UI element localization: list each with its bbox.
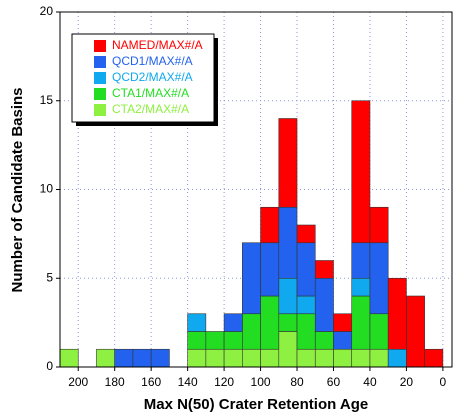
- legend-label: QCD1/MAX#/A: [112, 54, 193, 68]
- legend-label: CTA2/MAX#/A: [112, 102, 189, 116]
- bar-segment: [296, 242, 316, 297]
- bar-segment: [314, 348, 334, 368]
- bar-segment: [369, 206, 389, 244]
- bar-segment: [351, 100, 371, 244]
- bar-segment: [333, 313, 353, 332]
- bar-segment: [187, 348, 207, 368]
- bar-segment: [351, 295, 371, 350]
- legend-swatch: [94, 72, 106, 84]
- legend-label: QCD2/MAX#/A: [112, 70, 193, 84]
- y-tick-label: 20: [40, 4, 54, 18]
- x-tick-label: 200: [68, 375, 88, 389]
- x-tick-label: 20: [400, 375, 414, 389]
- bar-segment: [260, 295, 280, 350]
- bar-segment: [278, 331, 298, 368]
- y-tick-label: 0: [46, 359, 53, 373]
- bar-segment: [278, 206, 298, 279]
- y-tick-label: 15: [40, 93, 54, 107]
- bar-segment: [387, 277, 407, 350]
- bar-segment: [223, 313, 243, 332]
- bar-segment: [278, 277, 298, 315]
- legend-swatch: [94, 40, 106, 52]
- bar-segment: [296, 348, 316, 368]
- bar-segment: [150, 348, 170, 368]
- bar-segment: [242, 242, 261, 315]
- bar-segment: [242, 348, 261, 368]
- plot-frame: [59, 11, 453, 368]
- bar-segment: [187, 313, 207, 332]
- bar-segment: [260, 242, 280, 297]
- bar-segment: [223, 348, 243, 368]
- bar-segment: [369, 242, 389, 315]
- bar-segment: [314, 331, 334, 350]
- bar-segment: [114, 348, 134, 368]
- bar-segment: [351, 348, 371, 368]
- x-tick-label: 60: [327, 375, 341, 389]
- y-axis-label: Number of Candidate Basins: [9, 87, 26, 292]
- bar-segment: [278, 118, 298, 208]
- legend-swatch: [94, 104, 106, 116]
- bar-segment: [132, 348, 152, 368]
- bar-segment: [314, 277, 334, 332]
- legend-swatch: [94, 56, 106, 68]
- bar-segment: [314, 260, 334, 279]
- bar-segment: [96, 348, 115, 368]
- x-tick-label: 100: [251, 375, 271, 389]
- x-tick-label: 180: [105, 375, 125, 389]
- legend-label: NAMED/MAX#/A: [112, 38, 203, 52]
- bar-segment: [333, 331, 353, 350]
- bar-segment: [278, 313, 298, 332]
- bar-segment: [187, 331, 207, 350]
- legend-label: CTA1/MAX#/A: [112, 86, 189, 100]
- bar-segment: [333, 348, 353, 368]
- x-tick-label: 140: [178, 375, 198, 389]
- bar-segment: [260, 348, 280, 368]
- bar-segment: [351, 242, 371, 279]
- bar-segment: [223, 331, 243, 350]
- bar-segment: [369, 313, 389, 350]
- bar-segment: [242, 313, 261, 350]
- bar-segment: [351, 277, 371, 297]
- bar-segment: [369, 348, 389, 368]
- y-tick-label: 5: [46, 270, 53, 284]
- x-axis-label: Max N(50) Crater Retention Age: [144, 396, 369, 413]
- bar-segment: [406, 295, 425, 368]
- x-tick-label: 160: [141, 375, 161, 389]
- bar-segment: [387, 348, 407, 368]
- y-tick-label: 10: [40, 182, 54, 196]
- bar-segment: [296, 224, 316, 244]
- bar-segment: [205, 348, 225, 368]
- x-tick-label: 120: [214, 375, 234, 389]
- legend-swatch: [94, 88, 106, 100]
- bar-segment: [296, 295, 316, 315]
- bar-segment: [59, 348, 79, 368]
- bar-segment: [205, 331, 225, 350]
- x-tick-label: 0: [440, 375, 447, 389]
- bar-segment: [296, 313, 316, 350]
- x-tick-label: 40: [363, 375, 377, 389]
- bar-segment: [260, 206, 280, 244]
- bar-segment: [424, 348, 444, 368]
- x-tick-label: 80: [290, 375, 304, 389]
